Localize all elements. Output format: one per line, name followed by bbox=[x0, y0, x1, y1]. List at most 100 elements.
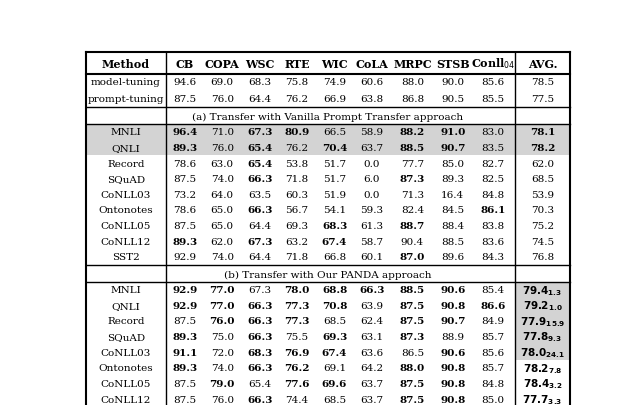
Text: 63.6: 63.6 bbox=[360, 348, 383, 357]
Text: 86.1: 86.1 bbox=[481, 206, 506, 215]
Text: 74.9: 74.9 bbox=[323, 78, 346, 87]
Text: 67.3: 67.3 bbox=[248, 286, 271, 294]
Text: 66.3: 66.3 bbox=[247, 301, 273, 310]
Text: Ontonotes: Ontonotes bbox=[99, 363, 154, 373]
Text: Record: Record bbox=[108, 159, 145, 168]
Text: 63.0: 63.0 bbox=[211, 159, 234, 168]
Text: 78.5: 78.5 bbox=[531, 78, 554, 87]
Text: 60.1: 60.1 bbox=[360, 253, 383, 262]
Text: 75.2: 75.2 bbox=[531, 222, 554, 230]
Text: 63.9: 63.9 bbox=[360, 301, 383, 310]
Text: $\mathbf{77.7}$$_{\mathbf{3.3}}$: $\mathbf{77.7}$$_{\mathbf{3.3}}$ bbox=[522, 392, 563, 405]
Text: 64.2: 64.2 bbox=[360, 363, 383, 373]
Text: 76.2: 76.2 bbox=[284, 363, 310, 373]
Text: 87.5: 87.5 bbox=[173, 222, 196, 230]
Text: 85.4: 85.4 bbox=[481, 286, 505, 294]
Text: 84.3: 84.3 bbox=[481, 253, 505, 262]
Text: QNLI: QNLI bbox=[111, 301, 140, 310]
Text: 66.9: 66.9 bbox=[323, 95, 346, 104]
Text: $\mathbf{77.9}$$_{\mathbf{15.9}}$: $\mathbf{77.9}$$_{\mathbf{15.9}}$ bbox=[520, 314, 565, 328]
Text: 69.1: 69.1 bbox=[323, 363, 346, 373]
Text: 85.7: 85.7 bbox=[481, 363, 505, 373]
Text: AVG.: AVG. bbox=[527, 58, 557, 69]
Text: 80.9: 80.9 bbox=[285, 128, 310, 137]
Text: 78.2: 78.2 bbox=[530, 144, 555, 153]
Text: QNLI: QNLI bbox=[111, 144, 140, 153]
Text: 79.0: 79.0 bbox=[209, 379, 235, 388]
Text: 83.6: 83.6 bbox=[481, 237, 505, 246]
Text: 77.7: 77.7 bbox=[401, 159, 424, 168]
Text: 60.6: 60.6 bbox=[360, 78, 383, 87]
Text: 90.6: 90.6 bbox=[440, 286, 465, 294]
Text: 89.3: 89.3 bbox=[172, 237, 197, 246]
Text: 85.7: 85.7 bbox=[481, 332, 505, 341]
Text: 76.9: 76.9 bbox=[284, 348, 310, 357]
Text: (a) Transfer with Vanilla Prompt Transfer approach: (a) Transfer with Vanilla Prompt Transfe… bbox=[193, 113, 463, 122]
Text: CoNLL03: CoNLL03 bbox=[101, 348, 151, 357]
Text: $\mathbf{79.4}$$_{\mathbf{1.3}}$: $\mathbf{79.4}$$_{\mathbf{1.3}}$ bbox=[522, 283, 563, 297]
Bar bbox=[515, 298, 570, 313]
Text: 71.8: 71.8 bbox=[285, 253, 308, 262]
Text: model-tuning: model-tuning bbox=[91, 78, 161, 87]
Bar bbox=[86, 140, 570, 156]
Text: CoNLL05: CoNLL05 bbox=[101, 379, 151, 388]
Text: 90.8: 90.8 bbox=[440, 301, 465, 310]
Text: 67.3: 67.3 bbox=[247, 128, 273, 137]
Text: 68.5: 68.5 bbox=[531, 175, 554, 184]
Text: SQuAD: SQuAD bbox=[107, 175, 145, 184]
Text: 68.5: 68.5 bbox=[323, 317, 346, 326]
Text: 59.3: 59.3 bbox=[360, 206, 383, 215]
Text: 74.0: 74.0 bbox=[211, 363, 234, 373]
Text: 71.3: 71.3 bbox=[401, 190, 424, 199]
Text: 56.7: 56.7 bbox=[285, 206, 308, 215]
Bar bbox=[515, 391, 570, 405]
Text: 66.3: 66.3 bbox=[359, 286, 385, 294]
Text: 88.0: 88.0 bbox=[401, 78, 424, 87]
Text: 90.4: 90.4 bbox=[401, 237, 424, 246]
Text: 86.8: 86.8 bbox=[401, 95, 424, 104]
Text: CoNLL12: CoNLL12 bbox=[101, 237, 151, 246]
Text: 68.8: 68.8 bbox=[322, 286, 347, 294]
Text: $\mathbf{77.8}$$_{\mathbf{9.3}}$: $\mathbf{77.8}$$_{\mathbf{9.3}}$ bbox=[522, 330, 563, 343]
Text: 90.7: 90.7 bbox=[440, 317, 465, 326]
Text: 82.7: 82.7 bbox=[481, 159, 505, 168]
Text: 83.5: 83.5 bbox=[481, 144, 505, 153]
Text: 91.0: 91.0 bbox=[440, 128, 465, 137]
Text: 88.7: 88.7 bbox=[400, 222, 425, 230]
Text: 74.4: 74.4 bbox=[285, 394, 308, 404]
Text: 76.2: 76.2 bbox=[285, 95, 308, 104]
Text: 92.9: 92.9 bbox=[172, 301, 198, 310]
Text: CoNLL03: CoNLL03 bbox=[101, 190, 151, 199]
Text: 70.4: 70.4 bbox=[322, 144, 348, 153]
Text: 51.7: 51.7 bbox=[323, 175, 346, 184]
Text: 68.3: 68.3 bbox=[322, 222, 347, 230]
Text: 76.2: 76.2 bbox=[285, 144, 308, 153]
Text: 60.3: 60.3 bbox=[285, 190, 308, 199]
Text: 89.3: 89.3 bbox=[172, 363, 197, 373]
Text: 87.5: 87.5 bbox=[173, 394, 196, 404]
Text: 63.8: 63.8 bbox=[360, 95, 383, 104]
Text: 70.8: 70.8 bbox=[322, 301, 348, 310]
Text: 63.5: 63.5 bbox=[248, 190, 271, 199]
Text: 65.4: 65.4 bbox=[247, 159, 272, 168]
Text: 75.8: 75.8 bbox=[285, 78, 308, 87]
Text: 77.6: 77.6 bbox=[284, 379, 310, 388]
Text: 64.0: 64.0 bbox=[211, 190, 234, 199]
Text: 76.0: 76.0 bbox=[211, 394, 234, 404]
Text: 69.0: 69.0 bbox=[211, 78, 234, 87]
Text: prompt-tuning: prompt-tuning bbox=[88, 95, 164, 104]
Text: 96.4: 96.4 bbox=[172, 128, 198, 137]
Text: 92.9: 92.9 bbox=[172, 286, 198, 294]
Text: 84.9: 84.9 bbox=[481, 317, 505, 326]
Text: 87.5: 87.5 bbox=[173, 379, 196, 388]
Text: Conll$_{04}$: Conll$_{04}$ bbox=[471, 57, 515, 71]
Text: 61.3: 61.3 bbox=[360, 222, 383, 230]
Text: 71.8: 71.8 bbox=[285, 175, 308, 184]
Text: 53.9: 53.9 bbox=[531, 190, 554, 199]
Text: MNLI: MNLI bbox=[111, 286, 141, 294]
Text: 85.6: 85.6 bbox=[481, 78, 505, 87]
Text: 82.5: 82.5 bbox=[481, 175, 505, 184]
Text: 94.6: 94.6 bbox=[173, 78, 196, 87]
Text: 77.0: 77.0 bbox=[209, 286, 235, 294]
Text: 87.3: 87.3 bbox=[400, 175, 425, 184]
